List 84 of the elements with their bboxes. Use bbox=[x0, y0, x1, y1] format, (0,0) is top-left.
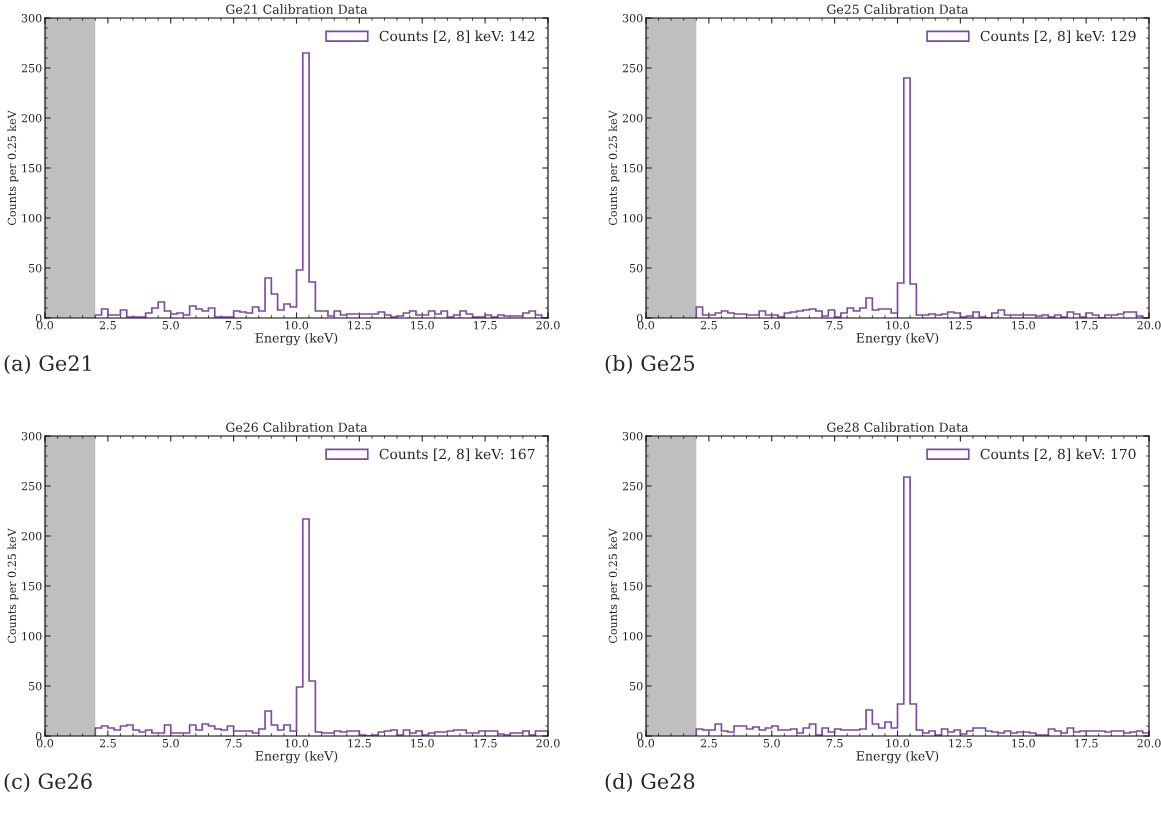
text: (a) Ge21 bbox=[4, 354, 91, 374]
x-tick-label: 12.5 bbox=[949, 738, 972, 748]
y-tick-label: 50 bbox=[29, 681, 42, 691]
x-tick-label: 0.0 bbox=[637, 320, 655, 330]
text: (c) Ge26 bbox=[4, 772, 92, 792]
x-tick-label: 12.5 bbox=[348, 738, 371, 748]
y-tick-label: 200 bbox=[21, 113, 42, 123]
y-tick-label: 50 bbox=[630, 263, 643, 273]
x-tick-label: 7.5 bbox=[826, 739, 843, 748]
legend-label: Counts [2, 8] keV: 167 bbox=[379, 448, 535, 461]
legend-label: Counts [2, 8] keV: 170 bbox=[980, 448, 1136, 461]
x-axis-title: Energy (keV) bbox=[255, 750, 338, 764]
x-tick-label: 0.0 bbox=[36, 320, 54, 330]
x-axis-title: Energy (keV) bbox=[856, 332, 939, 346]
x-tick-label: 10.0 bbox=[886, 320, 910, 330]
legend-label: Counts [2, 8] keV: 142 bbox=[379, 30, 535, 43]
x-tick-label: 17.5 bbox=[474, 320, 497, 330]
y-axis-title: Counts per 0.25 keV bbox=[7, 110, 19, 226]
y-axis-title: Counts per 0.25 keV bbox=[608, 528, 620, 644]
x-tick-label: 0.0 bbox=[36, 738, 54, 748]
y-tick-label: 0 bbox=[35, 731, 42, 741]
y-tick-label: 150 bbox=[22, 163, 42, 173]
y-tick-label: 200 bbox=[622, 113, 643, 123]
x-tick-label: 17.5 bbox=[1075, 738, 1098, 748]
x-tick-label: 15.0 bbox=[411, 738, 434, 748]
y-tick-label: 0 bbox=[636, 313, 643, 323]
y-tick-label: 0 bbox=[35, 313, 42, 323]
y-axis-title: Counts per 0.25 keV bbox=[7, 528, 19, 644]
x-tick-label: 5.0 bbox=[763, 738, 780, 748]
chart-title: Ge28 Calibration Data bbox=[827, 422, 969, 433]
x-tick-label: 20.0 bbox=[536, 320, 560, 330]
x-tick-label: 5.0 bbox=[162, 738, 179, 748]
chart-title: Ge21 Calibration Data bbox=[226, 4, 368, 15]
x-tick-label: 10.0 bbox=[285, 320, 309, 330]
y-tick-label: 100 bbox=[22, 213, 42, 223]
x-axis-title: Energy (keV) bbox=[255, 332, 338, 346]
x-tick-label: 12.5 bbox=[949, 320, 972, 330]
x-tick-label: 15.0 bbox=[1012, 738, 1035, 748]
y-tick-label: 50 bbox=[29, 263, 42, 273]
x-tick-label: 7.5 bbox=[826, 321, 843, 330]
x-tick-label: 15.0 bbox=[1012, 320, 1035, 330]
x-tick-label: 20.0 bbox=[536, 738, 560, 748]
chart-title: Ge26 Calibration Data bbox=[226, 422, 368, 433]
x-tick-label: 17.5 bbox=[474, 738, 497, 748]
y-tick-label: 200 bbox=[622, 531, 643, 541]
y-tick-label: 300 bbox=[21, 13, 42, 23]
y-tick-label: 250 bbox=[622, 481, 643, 491]
y-tick-label: 250 bbox=[21, 63, 42, 73]
x-tick-label: 2.5 bbox=[99, 738, 116, 748]
y-tick-label: 50 bbox=[630, 681, 643, 691]
legend-label: Counts [2, 8] keV: 129 bbox=[980, 30, 1136, 43]
x-tick-label: 12.5 bbox=[348, 320, 371, 330]
y-tick-label: 300 bbox=[622, 431, 643, 441]
y-tick-label: 100 bbox=[623, 631, 643, 641]
y-tick-label: 150 bbox=[22, 581, 42, 591]
x-tick-label: 5.0 bbox=[763, 320, 780, 330]
x-tick-label: 0.0 bbox=[637, 738, 655, 748]
y-axis-title: Counts per 0.25 keV bbox=[608, 110, 620, 226]
chart-title: Ge25 Calibration Data bbox=[827, 4, 969, 15]
y-tick-label: 200 bbox=[21, 531, 42, 541]
x-tick-label: 7.5 bbox=[225, 321, 242, 330]
y-tick-label: 100 bbox=[22, 631, 42, 641]
x-tick-label: 10.0 bbox=[886, 738, 910, 748]
x-axis-title: Energy (keV) bbox=[856, 750, 939, 764]
x-tick-label: 2.5 bbox=[99, 320, 116, 330]
x-tick-label: 17.5 bbox=[1075, 320, 1098, 330]
x-tick-label: 20.0 bbox=[1137, 320, 1161, 330]
y-tick-label: 0 bbox=[636, 731, 643, 741]
y-tick-label: 150 bbox=[623, 163, 643, 173]
x-tick-label: 10.0 bbox=[285, 738, 309, 748]
x-tick-label: 2.5 bbox=[700, 320, 717, 330]
y-tick-label: 300 bbox=[21, 431, 42, 441]
x-tick-label: 2.5 bbox=[700, 738, 717, 748]
x-tick-label: 15.0 bbox=[411, 320, 434, 330]
x-tick-label: 20.0 bbox=[1137, 738, 1161, 748]
text: (b) Ge25 bbox=[605, 354, 695, 374]
y-tick-label: 100 bbox=[623, 213, 643, 223]
x-tick-label: 7.5 bbox=[225, 739, 242, 748]
y-tick-label: 300 bbox=[622, 13, 643, 23]
y-tick-label: 250 bbox=[21, 481, 42, 491]
y-tick-label: 250 bbox=[622, 63, 643, 73]
text: (d) Ge28 bbox=[605, 772, 695, 792]
x-tick-label: 5.0 bbox=[162, 320, 179, 330]
y-tick-label: 150 bbox=[623, 581, 643, 591]
